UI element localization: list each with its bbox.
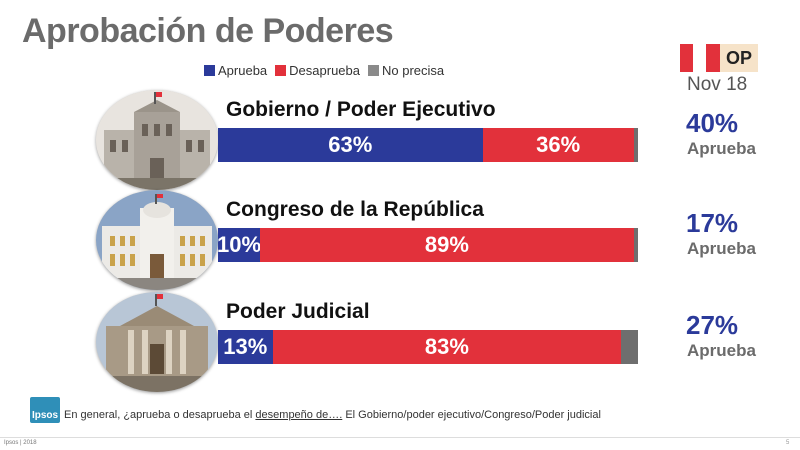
legend-label-desaprueba: Desaprueba <box>289 63 360 78</box>
stacked-bar: 13% 83% <box>218 330 638 364</box>
legend-swatch-aprueba <box>204 65 215 76</box>
bar-segment-no-precisa <box>633 228 638 262</box>
bar-segment-desaprueba: 89% <box>260 228 634 262</box>
comparison-value: 17% <box>686 208 739 238</box>
legend-item-no-precisa: No precisa <box>367 63 445 78</box>
bar-segment-aprueba: 10% <box>217 228 261 262</box>
comparison-label: Aprueba <box>687 341 756 360</box>
bar-segment-no-precisa <box>621 330 638 364</box>
footnote-suffix: El Gobierno/poder ejecutivo/Congreso/Pod… <box>342 409 601 421</box>
legend-swatch-no-precisa <box>367 65 379 76</box>
bar-segment-aprueba: 13% <box>218 330 273 364</box>
row-judicial: Poder Judicial 13% 83% 27% Aprueba <box>0 292 800 392</box>
row-gobierno: Gobierno / Poder Ejecutivo 63% 36% 40% A… <box>0 90 800 190</box>
page-number: 5 <box>786 440 790 446</box>
ipsos-logo: Ipsos <box>30 397 60 423</box>
footer-divider <box>0 437 800 438</box>
row-label: Gobierno / Poder Ejecutivo <box>226 98 496 121</box>
bar-segment-aprueba: 63% <box>218 128 483 162</box>
congress-building-icon <box>96 190 218 290</box>
page-title: Aprobación de Poderes <box>22 12 394 50</box>
legend-item-desaprueba: Desaprueba <box>275 63 360 78</box>
legend-swatch-desaprueba <box>275 65 287 76</box>
row-congreso: Congreso de la República 10% 89% 17% Apr… <box>0 190 800 290</box>
peru-flag-icon <box>680 44 758 72</box>
stacked-bar: 63% 36% <box>218 128 638 162</box>
footer-credit: Ipsos | 2018 <box>4 440 37 446</box>
bar-segment-desaprueba: 36% <box>482 128 634 162</box>
row-label: Poder Judicial <box>226 300 370 323</box>
question-footnote: En general, ¿aprueba o desaprueba el des… <box>64 409 601 421</box>
comparison-value: 27% <box>686 310 739 340</box>
comparison-label: Aprueba <box>687 139 756 158</box>
comparison-date: Nov 18 <box>687 74 748 95</box>
bar-segment-desaprueba: 83% <box>272 330 622 364</box>
chart-legend: Aprueba Desaprueba No precisa <box>204 63 444 78</box>
legend-label-aprueba: Aprueba <box>218 63 268 78</box>
row-label: Congreso de la República <box>226 198 484 221</box>
stacked-bar: 10% 89% <box>217 228 638 262</box>
palace-of-justice-icon <box>96 292 218 392</box>
comparison-label: Aprueba <box>687 239 756 258</box>
comparison-value: 40% <box>686 108 739 138</box>
government-palace-icon <box>96 90 218 190</box>
legend-item-aprueba: Aprueba <box>204 63 267 78</box>
footnote-underlined: desempeño de…. <box>255 409 343 421</box>
legend-label-no-precisa: No precisa <box>381 63 445 78</box>
bar-segment-no-precisa <box>633 128 638 162</box>
op-badge: OP <box>720 44 758 72</box>
footnote-prefix: En general, ¿aprueba o desaprueba el <box>64 409 256 421</box>
